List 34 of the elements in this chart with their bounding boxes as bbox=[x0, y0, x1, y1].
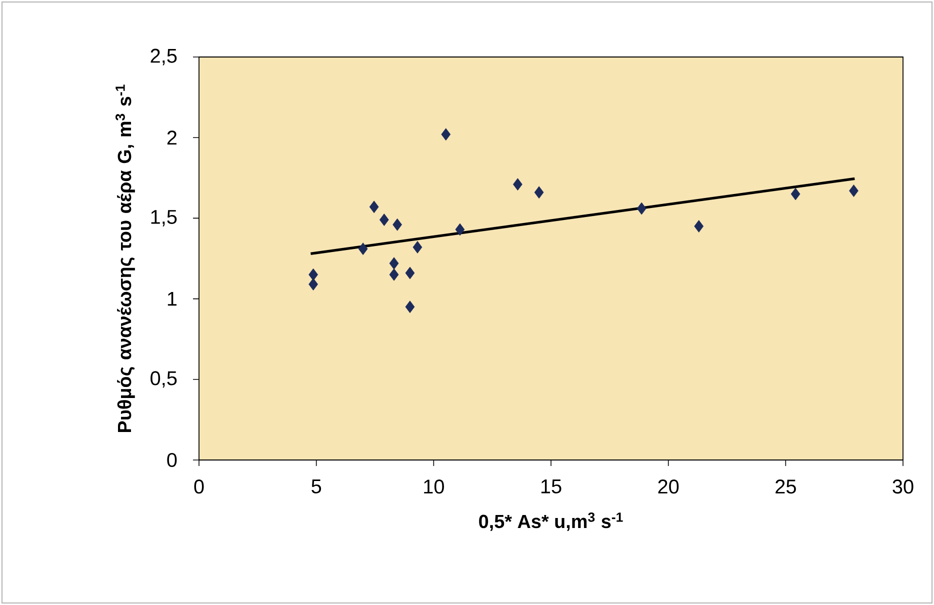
point bbox=[849, 184, 858, 197]
x-tick-label: 30 bbox=[892, 480, 914, 494]
text: Ρυθμός ανανέωσης του αέρα G, m$^{3}$ s$^{-1}$ bbox=[116, 84, 135, 432]
point bbox=[694, 220, 704, 232]
point bbox=[369, 200, 379, 214]
x-tick-label: 5 bbox=[312, 480, 322, 494]
point bbox=[405, 266, 415, 280]
point bbox=[512, 178, 522, 191]
point bbox=[358, 242, 368, 256]
text: 0,5* As* u,m$^{3}$ s$^{-1}$ bbox=[479, 512, 623, 531]
x-tick-label: 0 bbox=[194, 480, 204, 494]
point bbox=[412, 241, 422, 254]
y-tick-label: 2,5 bbox=[150, 48, 177, 66]
point bbox=[534, 186, 544, 199]
point bbox=[790, 188, 800, 200]
point bbox=[389, 268, 399, 281]
point bbox=[389, 257, 399, 270]
x-tick-label: 15 bbox=[541, 480, 562, 494]
point bbox=[308, 278, 318, 290]
point bbox=[379, 214, 389, 226]
x-tick-label: 25 bbox=[776, 480, 796, 494]
x-tick-label: 20 bbox=[658, 480, 679, 494]
x-tick-label: 10 bbox=[424, 480, 444, 494]
point bbox=[455, 223, 465, 236]
y-tick-label: 1 bbox=[168, 292, 177, 306]
y-tick-label: 0,5 bbox=[150, 371, 177, 388]
y-tick-label: 1,5 bbox=[151, 210, 177, 226]
point bbox=[405, 300, 415, 314]
y-tick-label: 0 bbox=[167, 452, 177, 468]
point bbox=[636, 202, 646, 215]
y-tick-label: 2 bbox=[167, 130, 176, 145]
point bbox=[441, 128, 451, 141]
point bbox=[308, 268, 318, 281]
point bbox=[392, 218, 402, 231]
